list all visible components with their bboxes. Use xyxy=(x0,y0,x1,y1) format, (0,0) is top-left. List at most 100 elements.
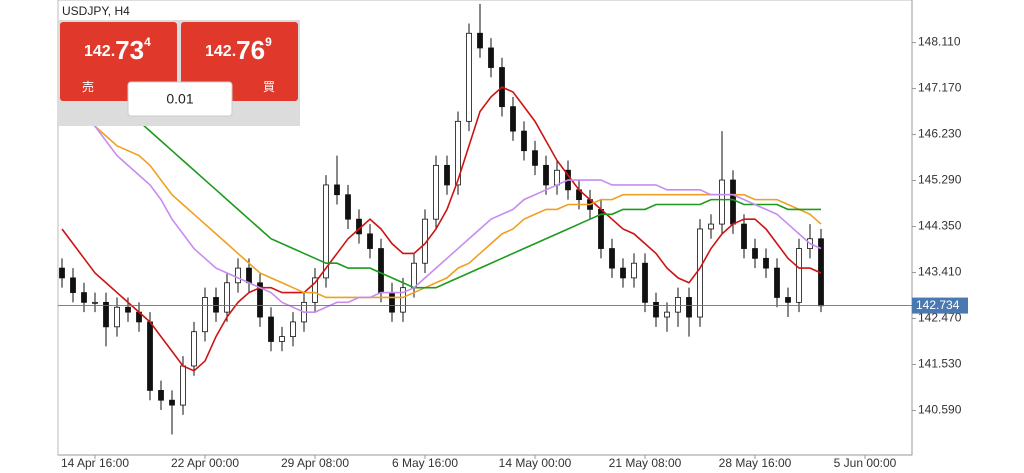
buy-sup: 9 xyxy=(265,35,272,49)
lot-value: 0.01 xyxy=(166,91,193,107)
candle-body xyxy=(158,390,164,401)
candle-body xyxy=(488,47,494,68)
buy-label: 買 xyxy=(263,80,275,94)
candle-body xyxy=(268,316,274,342)
candle-body xyxy=(180,365,186,406)
buy-button[interactable] xyxy=(181,22,298,101)
candle-body xyxy=(378,248,384,293)
candle-body xyxy=(785,297,791,303)
candle-body xyxy=(719,179,725,225)
candle-body xyxy=(257,282,263,318)
candle-body xyxy=(752,248,758,259)
candle-body xyxy=(466,32,472,122)
candle-body xyxy=(312,277,318,303)
candle-body xyxy=(620,267,626,279)
buy-big: 76 xyxy=(236,35,265,65)
current-price-box xyxy=(912,297,968,314)
candle-body xyxy=(125,306,131,313)
candle-body xyxy=(675,297,681,313)
candle-body xyxy=(334,184,340,196)
candle-body xyxy=(631,262,637,279)
buy-price: 142.769 xyxy=(205,35,272,65)
candle-body xyxy=(774,267,780,298)
candle-body xyxy=(532,150,538,166)
y-tick-label: 148.110 xyxy=(918,35,961,49)
plot xyxy=(58,3,916,459)
x-tick-label: 5 Jun 00:00 xyxy=(834,456,897,470)
sell-button[interactable] xyxy=(60,22,177,101)
candle-body xyxy=(609,248,615,269)
candle-body xyxy=(642,262,648,303)
y-tick-label: 143.410 xyxy=(918,265,962,279)
candle-body xyxy=(730,179,736,225)
candle-body xyxy=(213,297,219,313)
candle-body xyxy=(444,164,450,186)
candle-body xyxy=(400,287,406,313)
candle-body xyxy=(411,262,417,289)
sell-big: 73 xyxy=(115,35,144,65)
lot-input[interactable] xyxy=(127,81,233,117)
y-tick-label: 146.230 xyxy=(918,127,962,141)
sell-prefix: 142. xyxy=(84,43,115,60)
y-tick-label: 142.470 xyxy=(918,311,962,325)
moving-average xyxy=(61,86,822,372)
y-tick-label: 147.170 xyxy=(918,81,962,95)
candle-body xyxy=(741,223,747,249)
candle-body xyxy=(708,223,714,230)
moving-average xyxy=(61,96,822,313)
candle-body xyxy=(510,106,516,132)
candle-body xyxy=(114,306,120,328)
candle-body xyxy=(191,331,197,367)
candle-body xyxy=(433,164,439,220)
candle-body xyxy=(653,301,659,318)
candle-body xyxy=(70,277,76,293)
candle-body xyxy=(279,336,285,342)
y-tick-label: 145.290 xyxy=(918,173,962,187)
moving-average xyxy=(61,47,821,289)
sell-price: 142.734 xyxy=(84,35,151,65)
candle-body xyxy=(455,120,461,186)
chart-title: USDJPY, H4 xyxy=(62,4,130,18)
y-tick-label: 140.590 xyxy=(918,403,962,417)
candle-body xyxy=(796,248,802,303)
candle-body xyxy=(664,311,670,318)
sell-sup: 4 xyxy=(144,35,151,49)
candle-body xyxy=(81,292,87,303)
candle-body xyxy=(477,32,483,49)
candle-body xyxy=(169,399,175,406)
candle-body xyxy=(290,321,296,338)
x-tick-label: 14 May 00:00 xyxy=(499,456,572,470)
candle-body xyxy=(389,292,395,313)
moving-average xyxy=(61,81,822,299)
x-tick-label: 22 Apr 00:00 xyxy=(171,456,239,470)
candle-body xyxy=(92,301,98,304)
candle-body xyxy=(59,267,65,279)
trade-panel: 142.734 142.769 売 買 0.01 xyxy=(58,20,300,126)
candle-body xyxy=(543,164,549,186)
candle-body xyxy=(202,297,208,333)
current-price-label: 142.734 xyxy=(916,298,960,312)
candle-body xyxy=(763,257,769,269)
candle-body xyxy=(697,228,703,318)
candle-body xyxy=(224,282,230,313)
candle-body xyxy=(345,194,351,220)
candle-body xyxy=(147,321,153,391)
candle-body xyxy=(235,267,241,284)
y-tick-label: 141.530 xyxy=(918,357,962,371)
candle-body xyxy=(686,297,692,318)
candle-body xyxy=(521,130,527,152)
candle-body xyxy=(103,301,109,328)
x-tick-label: 21 May 08:00 xyxy=(609,456,682,470)
candle-body xyxy=(554,169,560,186)
x-tick-label: 28 May 16:00 xyxy=(719,456,792,470)
x-tick-label: 14 Apr 16:00 xyxy=(61,456,129,470)
buy-prefix: 142. xyxy=(205,43,236,60)
candle-body xyxy=(367,233,373,249)
candle-body xyxy=(323,184,329,279)
x-tick-label: 6 May 16:00 xyxy=(392,456,458,470)
candle-body xyxy=(246,267,252,284)
y-tick-label: 144.350 xyxy=(918,219,962,233)
x-tick-label: 29 Apr 08:00 xyxy=(281,456,349,470)
